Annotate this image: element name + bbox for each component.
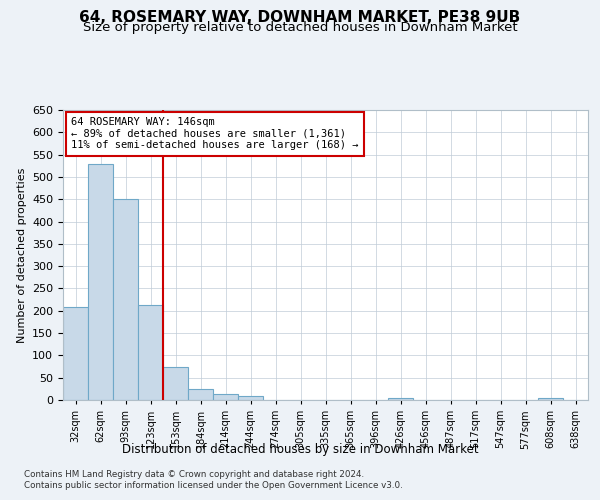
- Text: 64 ROSEMARY WAY: 146sqm
← 89% of detached houses are smaller (1,361)
11% of semi: 64 ROSEMARY WAY: 146sqm ← 89% of detache…: [71, 117, 358, 150]
- Y-axis label: Number of detached properties: Number of detached properties: [17, 168, 26, 342]
- Bar: [63, 307, 88, 400]
- Text: Contains public sector information licensed under the Open Government Licence v3: Contains public sector information licen…: [24, 481, 403, 490]
- Bar: [238, 396, 263, 400]
- Bar: [88, 164, 113, 400]
- Bar: [113, 199, 138, 400]
- Text: Distribution of detached houses by size in Downham Market: Distribution of detached houses by size …: [122, 442, 478, 456]
- Text: 64, ROSEMARY WAY, DOWNHAM MARKET, PE38 9UB: 64, ROSEMARY WAY, DOWNHAM MARKET, PE38 9…: [79, 10, 521, 25]
- Text: Size of property relative to detached houses in Downham Market: Size of property relative to detached ho…: [83, 21, 517, 34]
- Bar: [538, 398, 563, 400]
- Bar: [138, 305, 163, 400]
- Bar: [213, 394, 238, 400]
- Text: Contains HM Land Registry data © Crown copyright and database right 2024.: Contains HM Land Registry data © Crown c…: [24, 470, 364, 479]
- Bar: [188, 389, 213, 400]
- Bar: [163, 366, 188, 400]
- Bar: [388, 398, 413, 400]
